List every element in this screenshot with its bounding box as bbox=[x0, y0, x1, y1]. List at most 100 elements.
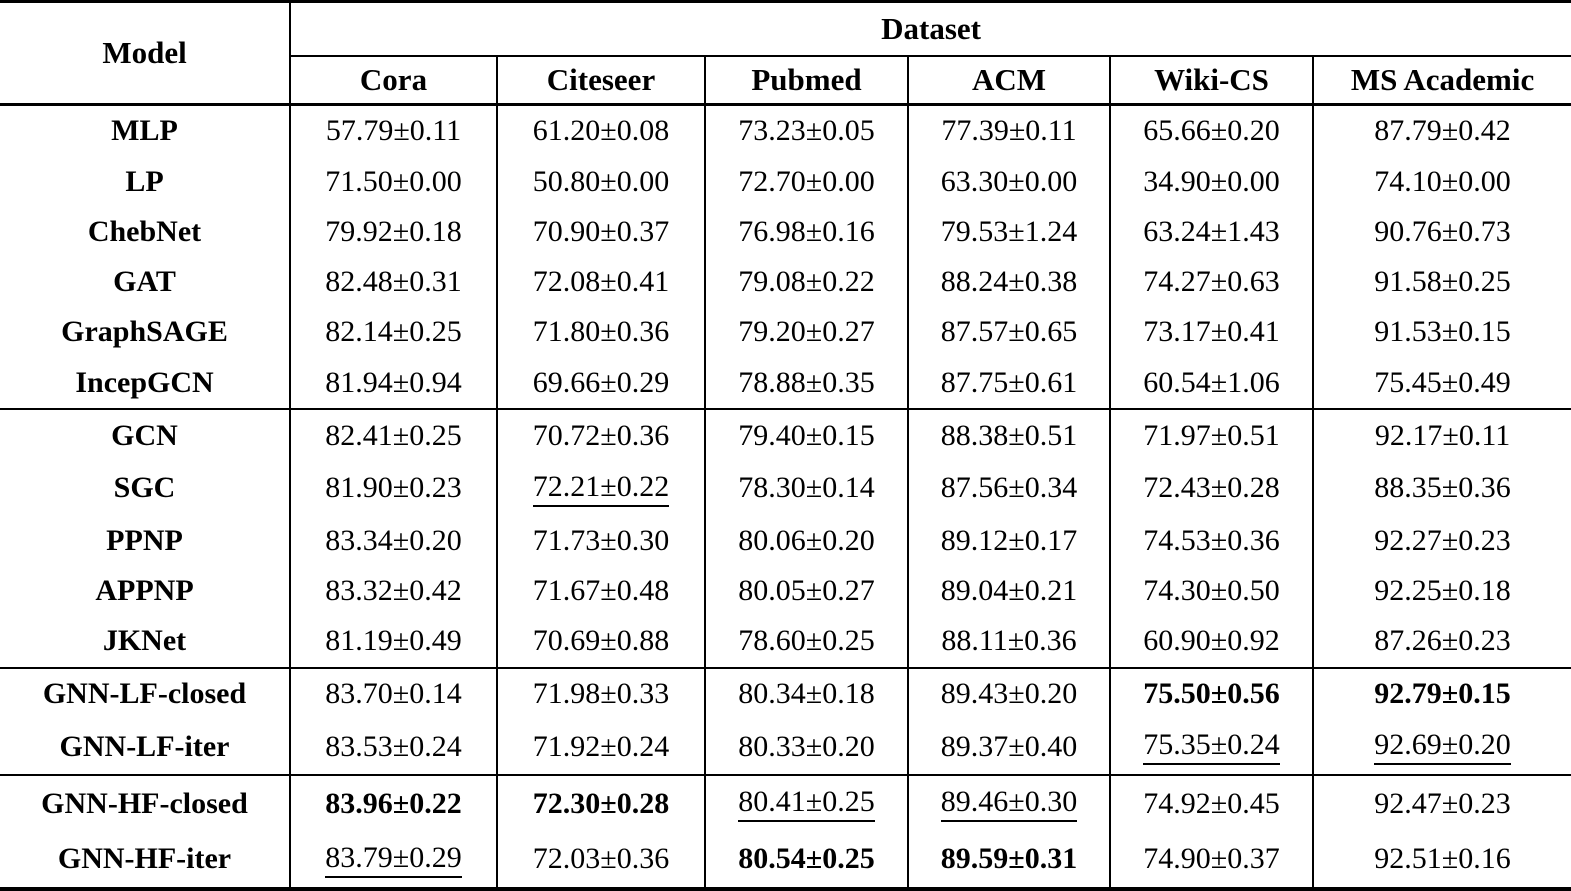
metric-value: 73.17±0.41 bbox=[1143, 315, 1280, 349]
value-cell: 89.04±0.21 bbox=[907, 565, 1110, 616]
metric-value: 87.79±0.42 bbox=[1374, 114, 1511, 148]
table-row: GCN 82.41±0.25 70.72±0.36 79.40±0.15 88.38±0… bbox=[0, 409, 1571, 461]
value-cell: 73.23±0.05 bbox=[704, 104, 908, 157]
value-cell: 88.11±0.36 bbox=[907, 615, 1110, 668]
value-cell: 79.92±0.18 bbox=[289, 207, 497, 258]
metric-value: 71.97±0.51 bbox=[1143, 418, 1280, 452]
table-row: LP 71.50±0.00 50.80±0.00 72.70±0.00 63.30±0.… bbox=[0, 156, 1571, 208]
metric-value: 61.20±0.08 bbox=[532, 114, 670, 148]
metric-value: 88.11±0.36 bbox=[941, 624, 1077, 658]
value-cell: 80.54±0.25 bbox=[704, 831, 908, 889]
value-cell: 80.06±0.20 bbox=[704, 515, 908, 566]
metric-value: 88.38±0.51 bbox=[940, 418, 1078, 452]
metric-value: 75.50±0.56 bbox=[1143, 676, 1280, 710]
value-cell: 79.40±0.15 bbox=[704, 409, 908, 461]
value-cell: 72.21±0.22 bbox=[496, 460, 705, 516]
metric-value: 90.76±0.73 bbox=[1374, 215, 1511, 249]
value-cell: 57.79±0.11 bbox=[289, 104, 497, 157]
metric-value: 83.34±0.20 bbox=[325, 523, 462, 557]
value-cell: 72.03±0.36 bbox=[496, 831, 705, 889]
value-cell: 88.24±0.38 bbox=[907, 257, 1110, 308]
value-cell: 72.43±0.28 bbox=[1109, 460, 1313, 516]
metric-value: 74.10±0.00 bbox=[1374, 164, 1511, 198]
metric-value: 60.90±0.92 bbox=[1143, 624, 1280, 658]
column-header-acm: ACM bbox=[907, 55, 1110, 106]
value-cell: 92.79±0.15 bbox=[1311, 667, 1571, 720]
value-cell: 75.35±0.24 bbox=[1109, 719, 1313, 776]
value-cell: 72.08±0.41 bbox=[496, 257, 705, 308]
value-cell: 81.90±0.23 bbox=[289, 460, 497, 516]
metric-value: 79.53±1.24 bbox=[940, 215, 1078, 249]
column-header-ms-academic: MS Academic bbox=[1311, 55, 1571, 106]
value-cell: 78.30±0.14 bbox=[704, 460, 908, 516]
metric-value: 70.72±0.36 bbox=[532, 418, 670, 452]
metric-value: 88.24±0.38 bbox=[940, 265, 1078, 299]
value-cell: 78.88±0.35 bbox=[704, 357, 908, 410]
table-row: APPNP 83.32±0.42 71.67±0.48 80.05±0.27 89.04… bbox=[0, 565, 1571, 616]
metric-value: 76.98±0.16 bbox=[738, 215, 875, 249]
metric-value: 71.73±0.30 bbox=[532, 523, 670, 557]
value-cell: 70.72±0.36 bbox=[496, 409, 705, 461]
metric-value: 89.12±0.17 bbox=[940, 523, 1078, 557]
value-cell: 79.53±1.24 bbox=[907, 207, 1110, 258]
model-label: GNN-LF-iter bbox=[0, 719, 291, 776]
metric-value: 87.56±0.34 bbox=[940, 471, 1078, 505]
metric-value: 74.90±0.37 bbox=[1143, 842, 1280, 876]
value-cell: 71.97±0.51 bbox=[1109, 409, 1313, 461]
metric-value: 72.21±0.22 bbox=[532, 470, 670, 507]
metric-value: 83.70±0.14 bbox=[325, 676, 462, 710]
value-cell: 50.80±0.00 bbox=[496, 156, 705, 208]
metric-value: 78.60±0.25 bbox=[738, 624, 875, 658]
value-cell: 80.41±0.25 bbox=[704, 775, 908, 832]
column-header-pubmed: Pubmed bbox=[704, 55, 908, 106]
table-row: SGC 81.90±0.23 72.21±0.22 78.30±0.14 87.56±0… bbox=[0, 460, 1571, 516]
value-cell: 75.50±0.56 bbox=[1109, 667, 1313, 720]
value-cell: 87.56±0.34 bbox=[907, 460, 1110, 516]
value-cell: 70.69±0.88 bbox=[496, 615, 705, 668]
value-cell: 73.17±0.41 bbox=[1109, 307, 1313, 358]
value-cell: 89.46±0.30 bbox=[907, 775, 1110, 832]
metric-value: 57.79±0.11 bbox=[325, 114, 462, 148]
value-cell: 79.20±0.27 bbox=[704, 307, 908, 358]
value-cell: 91.53±0.15 bbox=[1311, 307, 1571, 358]
metric-value: 71.92±0.24 bbox=[532, 729, 670, 763]
metric-value: 87.75±0.61 bbox=[940, 365, 1078, 399]
metric-value: 92.51±0.16 bbox=[1374, 842, 1511, 876]
model-label: IncepGCN bbox=[0, 357, 291, 410]
metric-value: 79.08±0.22 bbox=[738, 265, 875, 299]
value-cell: 83.79±0.29 bbox=[289, 831, 497, 889]
table-row: IncepGCN 81.94±0.94 69.66±0.29 78.88±0.35 87… bbox=[0, 357, 1571, 410]
value-cell: 87.79±0.42 bbox=[1311, 104, 1571, 157]
metric-value: 70.90±0.37 bbox=[532, 215, 670, 249]
value-cell: 79.08±0.22 bbox=[704, 257, 908, 308]
metric-value: 50.80±0.00 bbox=[532, 164, 670, 198]
column-names-row: Cora Citeseer Pubmed ACM Wiki-CS MS Academic bbox=[0, 55, 1571, 106]
metric-value: 80.34±0.18 bbox=[738, 676, 875, 710]
table-row: JKNet 81.19±0.49 70.69±0.88 78.60±0.25 88.11… bbox=[0, 615, 1571, 668]
dataset-group-header: Dataset bbox=[290, 1, 1571, 57]
value-cell: 83.32±0.42 bbox=[289, 565, 497, 616]
value-cell: 78.60±0.25 bbox=[704, 615, 908, 668]
group-header-row: Model Dataset bbox=[0, 1, 1571, 106]
table-section: GNN-HF-closed 83.96±0.22 72.30±0.28 80.41±0… bbox=[0, 775, 1571, 889]
metric-value: 92.17±0.11 bbox=[1374, 418, 1511, 452]
value-cell: 70.90±0.37 bbox=[496, 207, 705, 258]
value-cell: 92.17±0.11 bbox=[1311, 409, 1571, 461]
value-cell: 61.20±0.08 bbox=[496, 104, 705, 157]
metric-value: 89.37±0.40 bbox=[940, 729, 1078, 763]
value-cell: 77.39±0.11 bbox=[907, 104, 1110, 157]
model-label: SGC bbox=[0, 460, 291, 516]
table-row: ChebNet 79.92±0.18 70.90±0.37 76.98±0.16 79.… bbox=[0, 207, 1571, 258]
metric-value: 70.69±0.88 bbox=[532, 624, 670, 658]
value-cell: 75.45±0.49 bbox=[1311, 357, 1571, 410]
metric-value: 89.04±0.21 bbox=[940, 573, 1078, 607]
value-cell: 82.41±0.25 bbox=[289, 409, 497, 461]
value-cell: 82.14±0.25 bbox=[289, 307, 497, 358]
metric-value: 72.70±0.00 bbox=[738, 164, 875, 198]
metric-value: 63.24±1.43 bbox=[1143, 215, 1280, 249]
model-label: GCN bbox=[0, 409, 291, 461]
metric-value: 83.32±0.42 bbox=[325, 573, 462, 607]
value-cell: 74.53±0.36 bbox=[1109, 515, 1313, 566]
value-cell: 83.70±0.14 bbox=[289, 667, 497, 720]
